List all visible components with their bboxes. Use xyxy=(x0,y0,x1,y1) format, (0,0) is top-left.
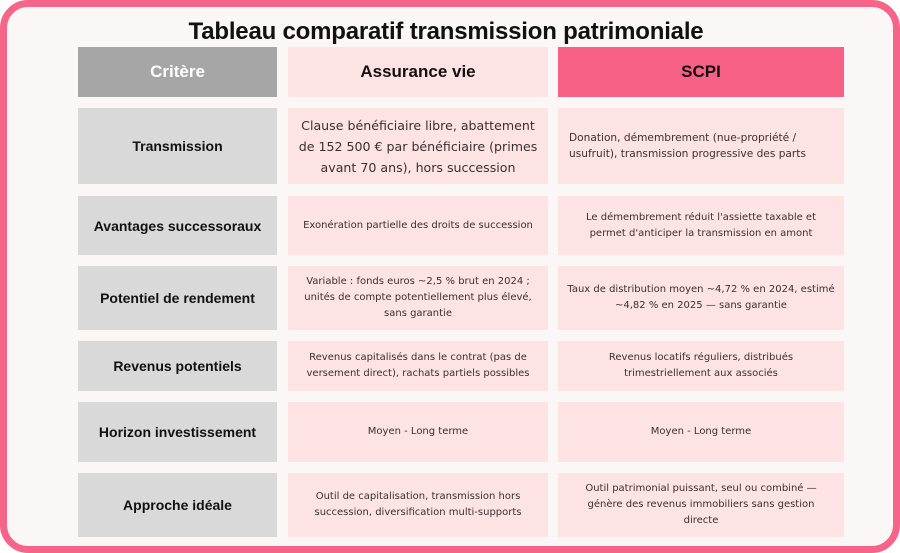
scpi-avantages-successoraux: Le démembrement réduit l'assiette taxabl… xyxy=(558,196,844,255)
header-assurance-vie: Assurance vie xyxy=(288,47,548,97)
assurance-vie-transmission: Clause bénéficiaire libre, abattement de… xyxy=(288,108,548,184)
assurance-vie-horizon-investissement: Moyen - Long terme xyxy=(288,402,548,462)
scpi-transmission: Donation, démembrement (nue-propriété / … xyxy=(558,108,844,184)
header-criterion: Critère xyxy=(78,47,277,97)
scpi-horizon-investissement: Moyen - Long terme xyxy=(558,402,844,462)
criterion-horizon-investissement: Horizon investissement xyxy=(78,402,277,462)
assurance-vie-avantages-successoraux: Exonération partielle des droits de succ… xyxy=(288,196,548,255)
header-scpi: SCPI xyxy=(558,47,844,97)
criterion-transmission: Transmission xyxy=(78,108,277,184)
assurance-vie-revenus-potentiels: Revenus capitalisés dans le contrat (pas… xyxy=(288,341,548,391)
criterion-approche-ideale: Approche idéale xyxy=(78,473,277,537)
scpi-potentiel-rendement: Taux de distribution moyen ~4,72 % en 20… xyxy=(558,266,844,330)
criterion-avantages-successoraux: Avantages successoraux xyxy=(78,196,277,255)
criterion-revenus-potentiels: Revenus potentiels xyxy=(78,341,277,391)
assurance-vie-potentiel-rendement: Variable : fonds euros ~2,5 % brut en 20… xyxy=(288,266,548,330)
criterion-potentiel-rendement: Potentiel de rendement xyxy=(78,266,277,330)
page-title: Tableau comparatif transmission patrimon… xyxy=(188,18,704,45)
assurance-vie-approche-ideale: Outil de capitalisation, transmission ho… xyxy=(288,473,548,537)
scpi-revenus-potentiels: Revenus locatifs réguliers, distribués t… xyxy=(558,341,844,391)
scpi-approche-ideale: Outil patrimonial puissant, seul ou comb… xyxy=(558,473,844,537)
